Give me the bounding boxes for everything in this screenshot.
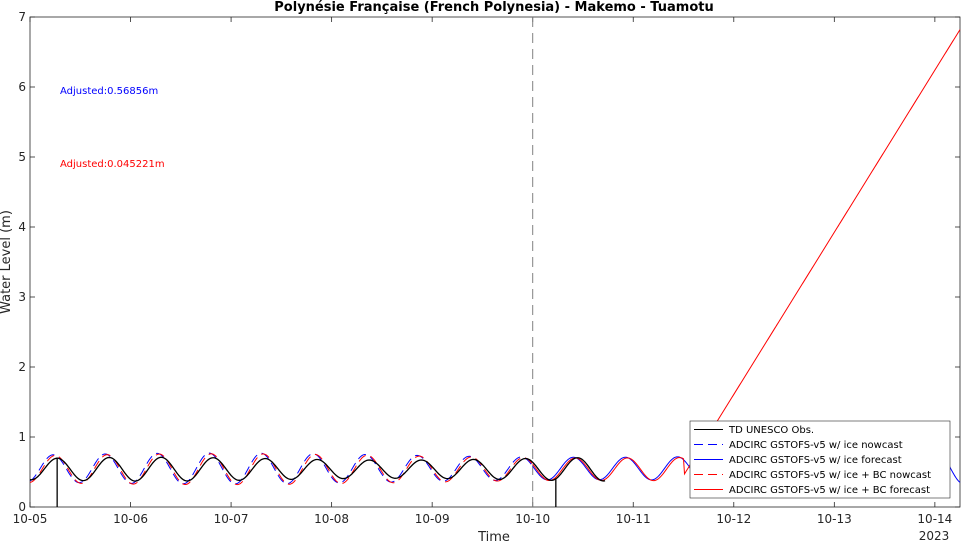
axes-box	[29, 16, 961, 508]
x-tick-label-10-06: 10-06	[113, 512, 148, 526]
x-tick-label-10-08: 10-08	[314, 512, 349, 526]
x-tick-label-10-12: 10-12	[716, 512, 751, 526]
y-tick-label-2: 2	[18, 360, 26, 374]
y-tick-label-5: 5	[18, 150, 26, 164]
x-tick-label-10-09: 10-09	[415, 512, 450, 526]
x-tick-label-10-11: 10-11	[616, 512, 651, 526]
y-tick-label-3: 3	[18, 290, 26, 304]
series-bc-forecast	[532, 29, 961, 482]
plot-area: 0 1 2 3 4 5 6 7 10-05 10-06 10-07 10-08 10-09 10-10 10…	[13, 10, 961, 526]
y-tick-label-1: 1	[18, 430, 26, 444]
x-tick-label-10-07: 10-07	[214, 512, 249, 526]
y-tick-label-6: 6	[18, 80, 26, 94]
x-tick-label-10-14: 10-14	[917, 512, 952, 526]
legend-label-ice-nowcast: ADCIRC GSTOFS-v5 w/ ice nowcast	[729, 440, 903, 451]
x-tick-label-10-10: 10-10	[515, 512, 550, 526]
x-axis-year-label: 2023	[919, 529, 950, 542]
y-tick-label-7: 7	[18, 10, 26, 24]
y-tick-label-4: 4	[18, 220, 26, 234]
series-bc-nowcast	[29, 453, 534, 486]
y-tick-label-0: 0	[18, 500, 26, 514]
legend-label-bc-nowcast: ADCIRC GSTOFS-v5 w/ ice + BC nowcast	[729, 470, 931, 481]
annotation-red-adjusted: Adjusted:0.045221m	[60, 159, 165, 170]
legend: TD UNESCO Obs. ADCIRC GSTOFS-v5 w/ ice n…	[689, 420, 951, 499]
chart-title: Polynésie Française (French Polynesia) -…	[274, 0, 713, 15]
series-obs	[29, 456, 606, 507]
legend-label-obs: TD UNESCO Obs.	[728, 425, 814, 436]
x-axis-label: Time	[477, 530, 510, 542]
legend-label-bc-forecast: ADCIRC GSTOFS-v5 w/ ice + BC forecast	[729, 485, 930, 496]
annotation-blue-adjusted: Adjusted:0.56856m	[60, 86, 158, 97]
y-axis-label: Water Level (m)	[0, 210, 14, 314]
x-tick-label-10-13: 10-13	[817, 512, 852, 526]
legend-box	[689, 420, 951, 499]
legend-label-ice-forecast: ADCIRC GSTOFS-v5 w/ ice forecast	[729, 455, 902, 466]
x-tick-label-10-05: 10-05	[13, 512, 48, 526]
